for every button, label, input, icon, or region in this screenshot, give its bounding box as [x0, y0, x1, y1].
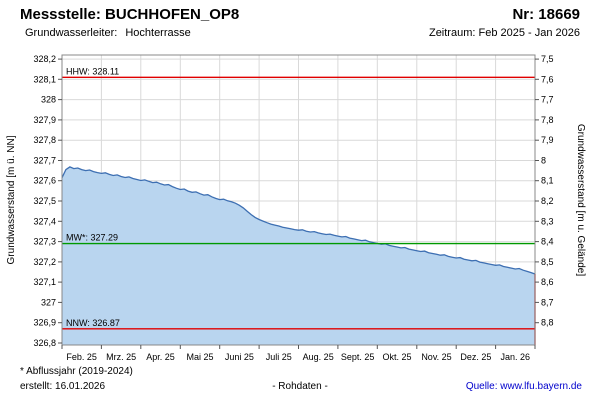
subheader-row: Grundwasserleiter: Hochterrasse Zeitraum:… [25, 27, 580, 39]
aquifer: Grundwasserleiter: Hochterrasse [25, 27, 191, 39]
period-label: Zeitraum: Feb 2025 - Jan 2026 [428, 27, 580, 39]
refline-label-mw: MW*: 327.29 [66, 233, 118, 243]
left-axis-tick-label: 328,2 [33, 54, 56, 64]
x-axis-month-label: Feb. 25 [66, 352, 97, 362]
groundwater-area [62, 166, 535, 345]
x-axis-month-label: Mai 25 [186, 352, 213, 362]
right-axis-tick-label: 8,3 [541, 216, 554, 226]
rohdaten-label: - Rohdaten - [272, 381, 328, 392]
aquifer-value: Hochterrasse [125, 27, 191, 39]
right-axis-tick-label: 8,8 [541, 318, 554, 328]
right-axis-tick-label: 7,6 [541, 74, 554, 84]
left-axis-tick-label: 327,4 [33, 216, 56, 226]
right-axis-tick-label: 7,7 [541, 95, 554, 105]
x-axis-month-label: Juni 25 [225, 352, 254, 362]
left-axis-tick-label: 328 [41, 95, 56, 105]
right-axis-title: Grundwasserstand [m u. Gelände] [575, 124, 586, 277]
left-axis-tick-label: 327,2 [33, 257, 56, 267]
right-axis-tick-label: 7,9 [541, 135, 554, 145]
station-number: Nr: 18669 [512, 6, 580, 23]
right-axis-tick-label: 8,5 [541, 257, 554, 267]
right-axis-tick-label: 8,7 [541, 297, 554, 307]
left-axis-tick-label: 327,5 [33, 196, 56, 206]
source-label: Quelle: [465, 381, 498, 392]
x-axis-month-label: Aug. 25 [303, 352, 334, 362]
right-axis-tick-label: 7,8 [541, 115, 554, 125]
right-axis-tick-label: 8,4 [541, 237, 554, 247]
x-axis-month-label: Juli 25 [266, 352, 292, 362]
left-axis-title: Grundwasserstand [m ü. NN] [6, 135, 17, 264]
left-axis-tick-label: 327,9 [33, 115, 56, 125]
source-url-link[interactable]: www.lfu.bayern.de [500, 381, 582, 392]
x-axis-month-label: Sept. 25 [341, 352, 375, 362]
x-axis-month-label: Mrz. 25 [106, 352, 136, 362]
left-axis-tick-label: 326,8 [33, 338, 56, 348]
right-axis-tick-label: 8,2 [541, 196, 554, 206]
x-axis-month-label: Jan. 26 [501, 352, 531, 362]
footnote-abflussjahr: * Abflussjahr (2019-2024) [20, 366, 133, 377]
groundwater-line [61, 166, 536, 275]
left-axis-tick-label: 327,6 [33, 176, 56, 186]
x-axis-month-label: Dez. 25 [460, 352, 491, 362]
left-axis-tick-label: 327,1 [33, 277, 56, 287]
page-title: Messstelle: BUCHHOFEN_OP8 [20, 6, 240, 23]
left-axis-tick-label: 327,7 [33, 156, 56, 166]
refline-label-nnw: NNW: 326.87 [66, 318, 120, 328]
right-axis-tick-label: 8,6 [541, 277, 554, 287]
left-axis-tick-label: 328,1 [33, 74, 56, 84]
left-axis-tick-label: 326,9 [33, 318, 56, 328]
left-axis-tick-label: 327,3 [33, 237, 56, 247]
aquifer-label: Grundwasserleiter: [25, 27, 118, 39]
source: Quelle: www.lfu.bayern.de [466, 381, 582, 392]
left-axis-tick-label: 327,8 [33, 135, 56, 145]
created-label: erstellt: 16.01.2026 [20, 381, 106, 392]
x-axis-month-label: Nov. 25 [421, 352, 451, 362]
header-row: Messstelle: BUCHHOFEN_OP8 Nr: 18669 [20, 6, 580, 23]
right-axis-tick-label: 7,5 [541, 54, 554, 64]
x-axis-month-label: Okt. 25 [382, 352, 411, 362]
refline-label-hhw: HHW: 328.11 [66, 66, 119, 76]
left-axis-tick-label: 327 [41, 297, 56, 307]
right-axis-tick-label: 8,1 [541, 176, 554, 186]
right-axis-tick-label: 8 [541, 156, 546, 166]
x-axis-month-label: Apr. 25 [146, 352, 175, 362]
